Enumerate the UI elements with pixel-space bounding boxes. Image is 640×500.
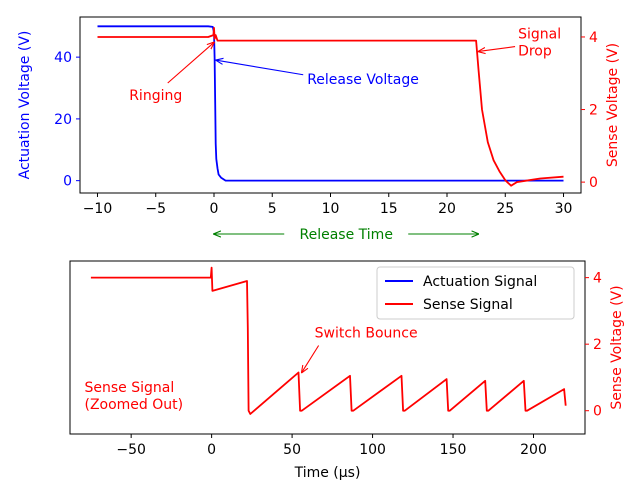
bottom-x-tick-label: 200	[520, 442, 547, 458]
top-x-tick-label: 10	[322, 201, 340, 217]
legend-entry: Actuation Signal	[423, 274, 537, 290]
top-left-y-ticks: 0 20 40	[54, 50, 80, 190]
bottom-x-ticks: −50 0 50 100 150 200	[116, 434, 547, 458]
annotation-arrow	[302, 345, 320, 373]
top-right-tick-label: 4	[589, 30, 598, 46]
bottom-right-tick-label: 4	[593, 271, 602, 287]
top-x-tick-label: 20	[438, 201, 456, 217]
annotation-label: Signal	[518, 27, 561, 43]
top-left-tick-label: 40	[54, 50, 72, 66]
top-right-tick-label: 2	[589, 103, 598, 119]
top-left-tick-label: 20	[54, 112, 72, 128]
annotation-label: Ringing	[129, 88, 182, 104]
top-x-tick-label: 15	[380, 201, 398, 217]
top-x-tick-label: −5	[145, 201, 166, 217]
bottom-x-tick-label: −50	[116, 442, 146, 458]
bottom-right-y-label: Sense Voltage (V)	[609, 285, 625, 409]
bottom-plot-frame	[69, 260, 586, 435]
top-left-tick-label: 0	[63, 174, 72, 190]
annotation-arrow	[478, 46, 516, 52]
legend: Actuation Signal Sense Signal	[376, 266, 575, 320]
bottom-x-tick-label: 100	[359, 442, 386, 458]
annotation-arrow	[216, 60, 304, 76]
top-chart: −10 −5 0 5 10 15 20 25 30 0 20 40 0 2 4 Actuation Vo…	[17, 16, 621, 217]
top-x-tick-label: 25	[496, 201, 514, 217]
top-series-1	[97, 26, 564, 187]
annotation-label: Release Voltage	[307, 72, 419, 88]
annotation-label: Drop	[518, 44, 552, 60]
annotation-label: Switch Bounce	[315, 326, 418, 342]
top-x-tick-label: −10	[83, 201, 113, 217]
annotation-arrow	[167, 42, 214, 84]
bottom-series-layer	[90, 266, 567, 415]
bottom-annotations: Switch Bounce Sense Signal(Zoomed Out)	[84, 326, 417, 414]
bottom-series-0	[90, 266, 567, 415]
top-right-y-label: Sense Voltage (V)	[605, 43, 621, 167]
bottom-x-tick-label: 50	[283, 442, 301, 458]
bottom-x-tick-label: 150	[440, 442, 467, 458]
top-right-tick-label: 0	[589, 175, 598, 191]
bottom-x-label: Time (μs)	[294, 465, 361, 481]
legend-box	[376, 266, 575, 320]
legend-entry: Sense Signal	[423, 297, 513, 313]
top-x-tick-label: 5	[268, 201, 277, 217]
bottom-right-tick-label: 0	[593, 404, 602, 420]
top-right-y-ticks: 0 2 4	[581, 30, 598, 191]
top-x-tick-label: 30	[555, 201, 573, 217]
top-x-ticks: −10 −5 0 5 10 15 20 25 30	[83, 193, 573, 217]
bottom-chart: −50 0 50 100 150 200 0 2 4 Time (μs) Sense Volt…	[69, 260, 625, 481]
release-time-indicator: Release Time	[214, 227, 478, 243]
annotation-label: Sense Signal	[84, 380, 174, 396]
top-plot-frame	[79, 16, 582, 194]
release-time-label: Release Time	[300, 227, 393, 243]
bottom-x-tick-label: 0	[207, 442, 216, 458]
bottom-right-y-ticks: 0 2 4	[585, 271, 602, 420]
top-series-layer	[97, 25, 564, 187]
annotation-label: (Zoomed Out)	[84, 397, 183, 413]
top-x-tick-label: 0	[210, 201, 219, 217]
top-left-y-label: Actuation Voltage (V)	[17, 31, 33, 180]
bottom-right-tick-label: 2	[593, 337, 602, 353]
